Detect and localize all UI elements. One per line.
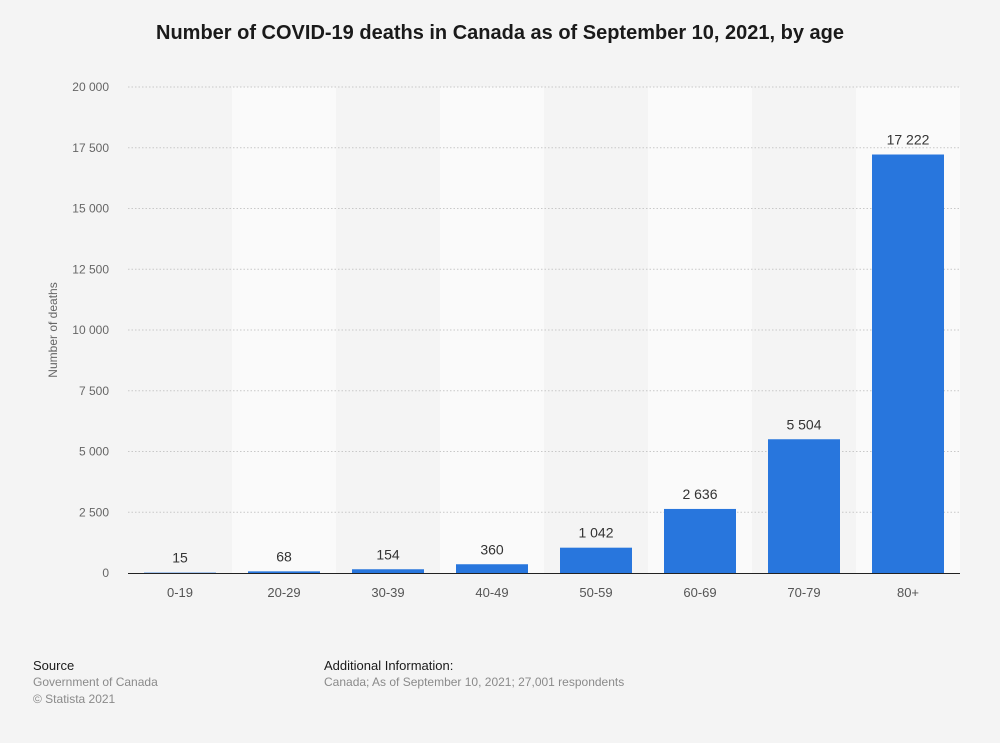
data-label: 15 [172, 550, 188, 566]
y-tick-label: 15 000 [72, 202, 109, 216]
bar [352, 569, 424, 573]
data-label: 360 [480, 541, 504, 557]
bar-chart: 0 2 500 5 000 7 500 10 000 12 500 15 000 17 500… [46, 80, 960, 600]
y-tick-label: 20 000 [72, 80, 109, 94]
bar [768, 439, 840, 573]
additional-info-heading: Additional Information: [324, 658, 454, 673]
x-tick-label: 80+ [897, 585, 919, 600]
data-label: 17 222 [887, 132, 930, 148]
data-label: 1 042 [578, 525, 613, 541]
y-tick-label: 12 500 [72, 262, 109, 276]
bar [560, 547, 632, 573]
data-label: 5 504 [786, 416, 821, 432]
data-label: 2 636 [682, 486, 717, 502]
x-tick-label: 30-39 [371, 585, 404, 600]
x-tick-label: 70-79 [787, 585, 820, 600]
y-axis-title: Number of deaths [46, 282, 60, 377]
additional-info-block: Additional Information: Canada; As of Se… [324, 657, 624, 691]
data-label: 154 [376, 546, 400, 562]
data-label: 68 [276, 548, 292, 564]
y-tick-label: 7 500 [79, 384, 109, 398]
additional-info-text: Canada; As of September 10, 2021; 27,001… [324, 675, 625, 689]
column-band [232, 87, 336, 573]
y-tick-label: 5 000 [79, 445, 109, 459]
bar [248, 571, 320, 573]
y-tick-label: 0 [102, 566, 109, 580]
x-tick-label: 60-69 [683, 585, 716, 600]
source-heading: Source [33, 658, 75, 673]
chart-title: Number of COVID-19 deaths in Canada as o… [156, 22, 844, 44]
y-tick-label: 10 000 [72, 323, 109, 337]
x-tick-label: 50-59 [579, 585, 612, 600]
bar [664, 508, 736, 573]
y-tick-label: 2 500 [79, 505, 109, 519]
x-tick-label: 40-49 [475, 585, 508, 600]
source-line-2: © Statista 2021 [33, 692, 116, 706]
bar [144, 572, 216, 574]
bar [456, 564, 528, 573]
x-tick-label: 0-19 [167, 585, 193, 600]
source-line-1: Government of Canada [33, 675, 158, 689]
x-tick-label: 20-29 [267, 585, 300, 600]
source-block: Source Government of Canada © Statista 2… [33, 657, 158, 708]
y-tick-label: 17 500 [72, 141, 109, 155]
bar [872, 154, 944, 573]
